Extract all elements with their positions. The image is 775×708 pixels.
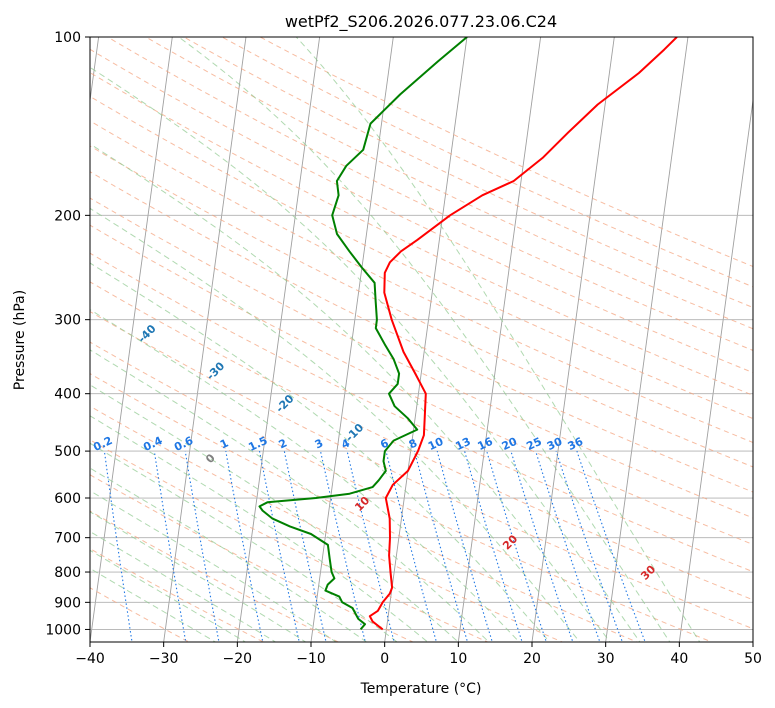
x-tick-label: 10 <box>449 651 467 667</box>
y-tick-label: 1000 <box>45 622 81 638</box>
moist-adiabat-line <box>90 384 459 642</box>
mixing-ratio-line <box>184 451 220 642</box>
y-tick-label: 800 <box>54 565 81 581</box>
temperature-profile-line <box>368 37 678 631</box>
isotherm-line <box>163 37 247 642</box>
mixing-ratio-line <box>486 450 547 642</box>
mixing-ratio-line <box>346 450 395 642</box>
mixing-ratio-line <box>413 450 469 642</box>
mixing-ratio-line <box>436 450 493 642</box>
mixing-ratio-line <box>385 450 437 642</box>
y-tick-label: 400 <box>54 387 81 403</box>
x-tick-label: 0 <box>380 651 389 667</box>
isotherm-line <box>236 37 321 642</box>
y-tick-label: 900 <box>54 595 81 611</box>
isotherm-line <box>457 37 542 642</box>
moist-adiabat-line <box>177 37 671 642</box>
x-axis-label: Temperature (°C) <box>360 681 482 697</box>
profile-lines <box>258 37 678 631</box>
moist-adiabat-line <box>90 262 551 642</box>
mixing-ratio-label: 16 <box>476 435 496 453</box>
x-axis-ticks: −40 −30 −20 −10 0 10 20 30 40 50 <box>75 642 762 667</box>
dry-adiabat-line <box>90 120 753 444</box>
moist-adiabat-line <box>90 309 520 642</box>
mixing-ratio-lines <box>103 450 646 642</box>
y-tick-label: 100 <box>54 30 81 46</box>
moist-adiabat-line <box>90 415 429 642</box>
moist-adiabat-line <box>90 66 641 642</box>
moist-adiabat-line <box>295 37 701 642</box>
moist-adiabat-line <box>90 530 277 642</box>
y-tick-label: 600 <box>54 491 81 507</box>
mixing-ratio-line <box>464 450 523 642</box>
dewpoint-profile-line <box>258 37 468 631</box>
x-tick-label: 20 <box>523 651 541 667</box>
isotherm-lines <box>90 37 753 642</box>
plot-frame <box>89 36 754 643</box>
y-tick-label: 500 <box>54 444 81 460</box>
mixing-ratio-label: 36 <box>566 435 586 453</box>
x-tick-label: −10 <box>296 651 326 667</box>
x-tick-label: −30 <box>149 651 179 667</box>
x-tick-label: 50 <box>744 651 762 667</box>
moist-adiabat-line <box>90 511 307 642</box>
mixing-ratio-label: 30 <box>545 435 565 453</box>
y-axis-ticks: 100 200 300 400 500 600 700 800 900 1000 <box>45 30 90 638</box>
dry-adiabat-line <box>90 281 753 601</box>
mixing-ratio-label: 10 <box>426 435 446 453</box>
y-tick-label: 200 <box>54 208 81 224</box>
y-tick-label: 300 <box>54 313 81 329</box>
mixing-ratio-line <box>319 450 366 642</box>
dry-adiabat-line <box>90 341 714 642</box>
y-tick-label: 700 <box>54 531 81 547</box>
dry-adiabat-line <box>90 95 753 420</box>
mixing-ratio-line <box>225 451 264 642</box>
mixing-ratio-label: 13 <box>453 435 472 453</box>
mixing-ratio-label: 20 <box>500 435 520 453</box>
moist-adiabat-line <box>90 442 398 642</box>
dry-adiabat-line <box>144 37 753 330</box>
isotherm-line <box>384 37 468 642</box>
isotherm-line <box>90 37 173 642</box>
dry-adiabat-line <box>90 48 753 374</box>
mixing-ratio-line <box>283 450 327 642</box>
dry-adiabat-line <box>90 171 753 493</box>
moist-adiabats <box>90 37 701 642</box>
dry-adiabat-line <box>90 310 753 630</box>
x-tick-label: 40 <box>670 651 688 667</box>
mixing-ratio-line <box>258 450 300 642</box>
dry-adiabat-line <box>90 197 753 519</box>
isotherm-line <box>605 37 689 642</box>
mixing-ratio-line <box>103 451 133 642</box>
mixing-ratio-label: 25 <box>524 435 543 453</box>
mixing-ratio-line <box>153 451 187 642</box>
dry-adiabat-line <box>90 510 340 642</box>
moist-adiabat-line <box>90 467 368 642</box>
isotherm-line <box>531 37 615 642</box>
x-tick-label: −40 <box>75 651 105 667</box>
moist-adiabat-line <box>90 143 611 642</box>
chart-title: wetPf2_S206.2026.077.23.06.C24 <box>285 12 557 32</box>
moist-adiabat-line <box>90 207 581 642</box>
isotherm-line <box>310 37 394 642</box>
isotherm-line <box>678 97 753 642</box>
x-tick-label: 30 <box>597 651 615 667</box>
y-axis-label: Pressure (hPa) <box>12 290 28 390</box>
dry-adiabat-line <box>90 252 753 573</box>
x-tick-label: −20 <box>223 651 253 667</box>
